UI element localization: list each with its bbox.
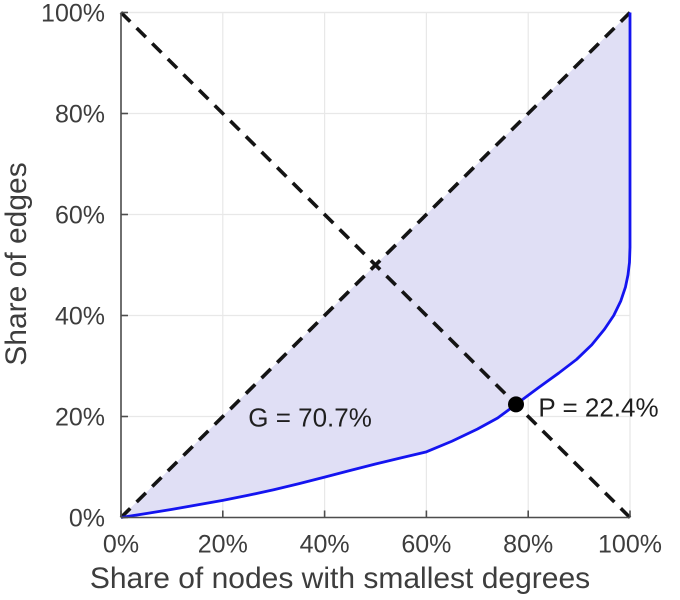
- y-tick-label: 60%: [55, 202, 105, 230]
- y-tick-label: 40%: [55, 303, 105, 331]
- gini-label: G = 70.7%: [248, 403, 372, 433]
- x-axis-title: Share of nodes with smallest degrees: [89, 562, 591, 595]
- x-tick-label: 80%: [503, 531, 553, 559]
- y-tick-label: 0%: [69, 505, 105, 533]
- y-axis-title: Share of edges: [0, 162, 33, 366]
- y-tick-label: 100%: [41, 0, 105, 28]
- anti-diagonal: [119, 11, 632, 519]
- x-tick-label: 60%: [401, 531, 451, 559]
- x-tick-label: 20%: [198, 531, 248, 559]
- y-tick-label: 20%: [55, 404, 105, 432]
- p-label: P = 22.4%: [538, 392, 658, 422]
- x-tick-label: 100%: [598, 531, 662, 559]
- x-tick-label: 0%: [103, 531, 139, 559]
- lorenz-curve: [120, 12, 632, 519]
- p-point: [507, 396, 524, 413]
- y-tick-label: 80%: [55, 101, 105, 129]
- x-tick-label: 40%: [300, 531, 350, 559]
